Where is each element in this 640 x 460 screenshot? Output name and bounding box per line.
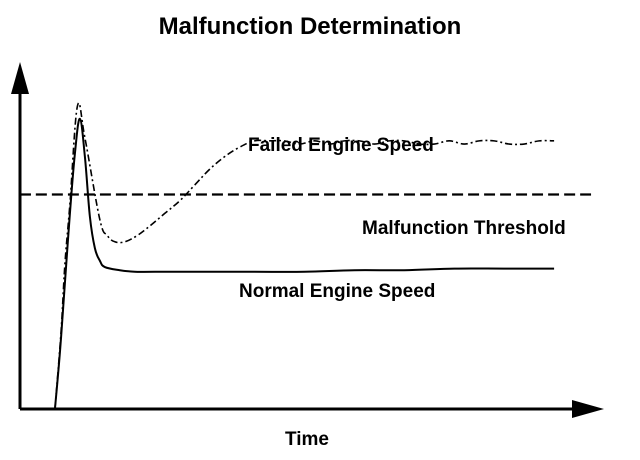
failed-engine-speed-line bbox=[54, 102, 555, 410]
x-axis-arrow bbox=[572, 400, 604, 418]
y-axis-arrow bbox=[11, 62, 29, 94]
x-axis-label: Time bbox=[285, 429, 329, 450]
chart-title: Malfunction Determination bbox=[159, 13, 462, 40]
plot-area bbox=[20, 102, 595, 410]
normal-engine-speed-line bbox=[53, 117, 555, 410]
failed-engine-speed-label: Failed Engine Speed bbox=[248, 135, 434, 156]
malfunction-threshold-label: Malfunction Threshold bbox=[362, 218, 566, 239]
normal-engine-speed-label: Normal Engine Speed bbox=[239, 281, 435, 302]
axes bbox=[11, 62, 604, 418]
